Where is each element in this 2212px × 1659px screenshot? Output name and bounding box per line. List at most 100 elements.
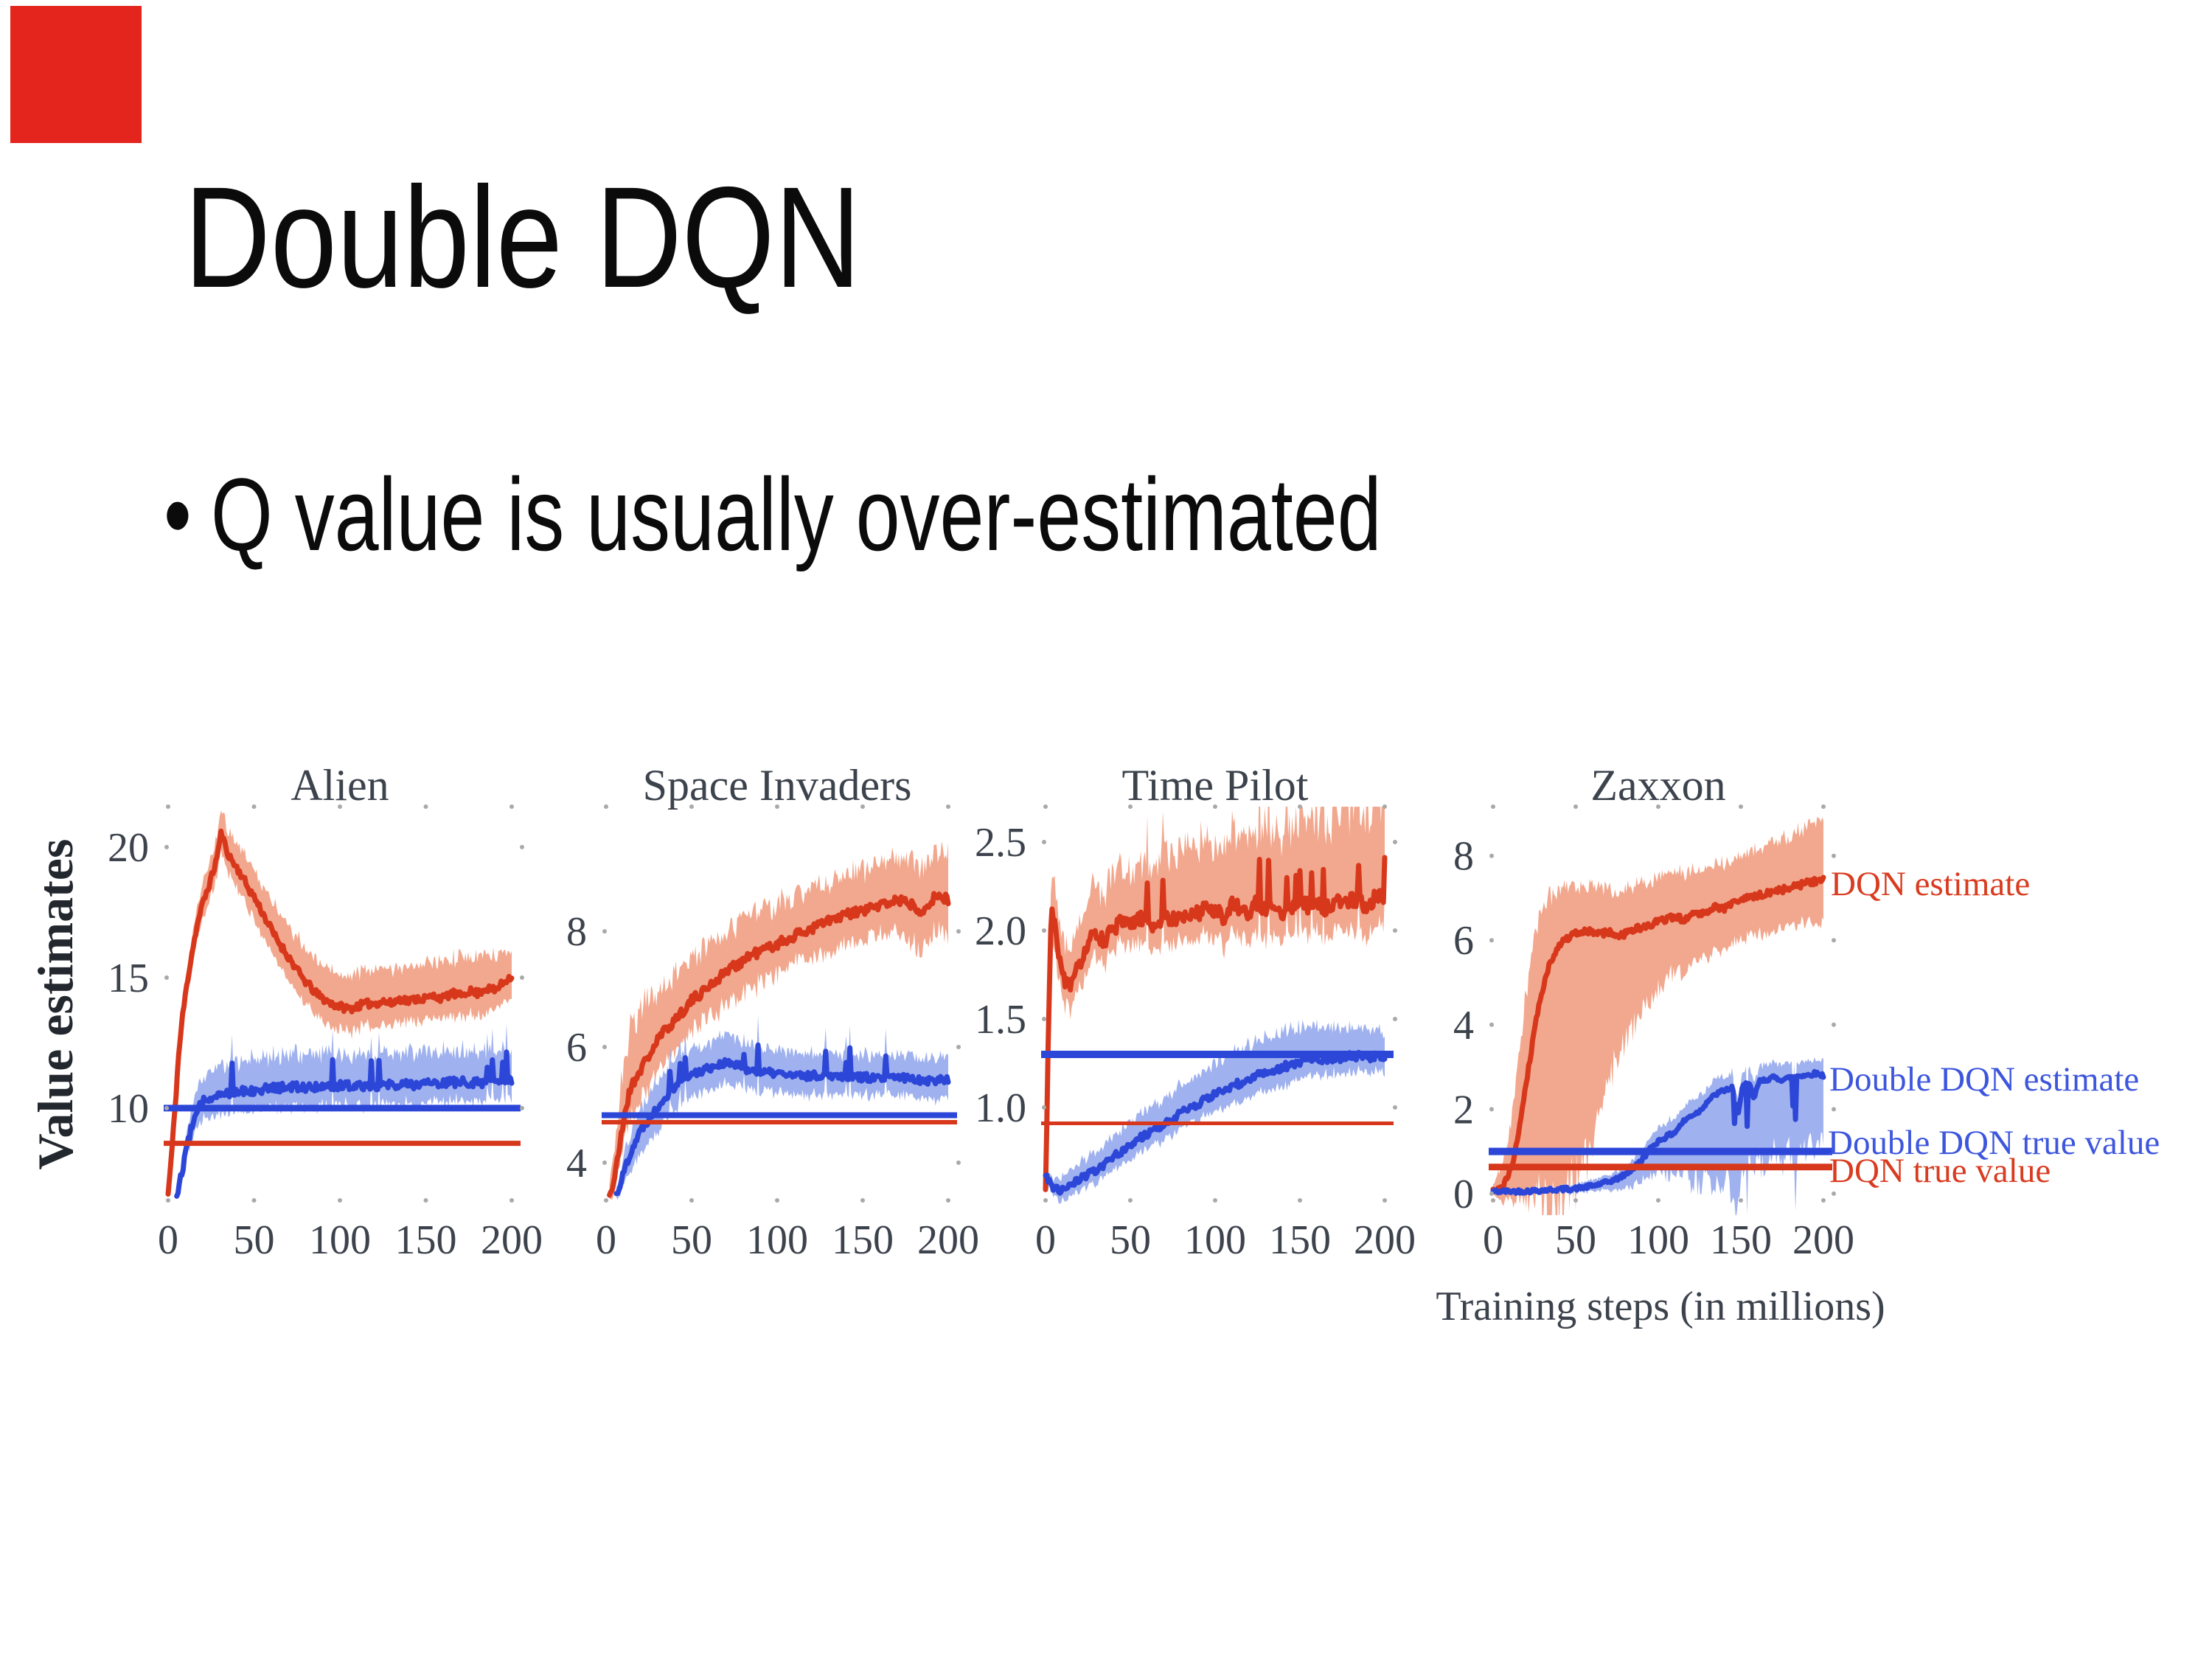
tick-dot: [509, 804, 514, 809]
zaxxon-ytick-label: 0: [1453, 1172, 1474, 1217]
space-invaders-xtick-label: 0: [596, 1217, 616, 1263]
tick-dot: [1832, 853, 1836, 858]
panel-title-alien: Alien: [291, 761, 389, 810]
tick-dot: [956, 1160, 961, 1165]
y-axis-label: Value estimates: [27, 839, 83, 1170]
panel-title-space-invaders: Space Invaders: [643, 761, 912, 810]
tick-dot: [164, 844, 169, 849]
alien-double-dqn-estimate-line: [174, 1049, 515, 1199]
time-pilot-dqn-estimate-line: [1043, 855, 1388, 1192]
time-pilot-xtick-label: 200: [1354, 1217, 1416, 1263]
tick-dot: [520, 975, 524, 980]
tick-dot: [1382, 804, 1387, 809]
tick-dot: [1128, 1198, 1133, 1203]
tick-dot: [860, 804, 865, 809]
panel-space-invaders-bands: [609, 841, 948, 1200]
tick-dot: [166, 1198, 170, 1203]
legend-double-dqn-estimate: Double DQN estimate: [1829, 1060, 2139, 1099]
time-pilot-ytick-label: 2.5: [975, 820, 1026, 866]
tick-dot: [1491, 1198, 1495, 1203]
alien-ytick-label: 10: [108, 1086, 149, 1132]
tick-dot: [689, 804, 694, 809]
tick-dot: [1489, 1022, 1494, 1027]
alien-xtick-label: 50: [234, 1217, 275, 1263]
tick-dot: [1821, 1198, 1826, 1203]
tick-dot: [1489, 853, 1494, 858]
tick-dot: [775, 1198, 779, 1203]
panel-alien-curves: [165, 828, 515, 1199]
bullet-text: Q value is usually over-estimated: [210, 456, 1382, 572]
panel-alien-ticks: [164, 804, 524, 1203]
alien-xtick-label: 150: [395, 1217, 457, 1263]
tick-dot: [1393, 839, 1397, 844]
time-pilot-ytick-label: 1.0: [975, 1085, 1026, 1131]
tick-dot: [520, 844, 524, 849]
zaxxon-xtick-label: 100: [1627, 1217, 1689, 1263]
time-pilot-ytick-label: 1.5: [975, 997, 1026, 1043]
tick-dot: [1832, 1107, 1836, 1112]
panel-zaxxon-ticks: [1489, 804, 1836, 1203]
tick-dot: [604, 1198, 608, 1203]
tick-dot: [1298, 1198, 1302, 1203]
tick-dot: [338, 1198, 342, 1203]
zaxxon-dqn-estimate-line: [1490, 874, 1826, 1194]
tick-dot: [164, 975, 169, 980]
tick-dot: [1832, 1022, 1836, 1027]
tick-dot: [1043, 804, 1048, 809]
panel-space-invaders-ticks: [602, 804, 961, 1203]
tick-dot: [1489, 938, 1494, 943]
space-invaders-xtick-label: 200: [917, 1217, 979, 1263]
space-invaders-dqn-estimate-line: [607, 891, 951, 1198]
tick-dot: [1393, 1105, 1397, 1110]
zaxxon-ytick-label: 4: [1453, 1003, 1474, 1048]
tick-dot: [1656, 1198, 1660, 1203]
tick-dot: [1042, 1105, 1046, 1110]
tick-dot: [604, 804, 608, 809]
tick-dot: [1491, 804, 1495, 809]
tick-dot: [1832, 938, 1836, 943]
space-invaders-xtick-label: 100: [746, 1217, 808, 1263]
tick-dot: [689, 1198, 694, 1203]
tick-dot: [946, 1198, 950, 1203]
tick-dot: [1298, 804, 1302, 809]
space-invaders-ytick-label: 4: [566, 1141, 587, 1186]
panel-zaxxon-curves: [1490, 874, 1826, 1196]
space-invaders-ytick-label: 6: [566, 1025, 587, 1071]
x-axis-label: Training steps (in millions): [1436, 1284, 1885, 1329]
tick-dot: [602, 1045, 607, 1049]
tick-dot: [1739, 1198, 1743, 1203]
tick-dot: [1656, 804, 1660, 809]
time-pilot-double-dqn-band: [1046, 1019, 1385, 1204]
panel-title-time-pilot: Time Pilot: [1122, 761, 1309, 810]
time-pilot-double-dqn-estimate-line: [1043, 1049, 1388, 1196]
time-pilot-ytick-label: 2.0: [975, 908, 1026, 954]
panel-space-invaders-curves: [607, 891, 951, 1198]
tick-dot: [1213, 1198, 1217, 1203]
alien-xtick-label: 100: [309, 1217, 371, 1263]
zaxxon-xtick-label: 0: [1483, 1217, 1503, 1263]
panel-title-zaxxon: Zaxxon: [1590, 761, 1725, 810]
tick-dot: [338, 804, 342, 809]
legend-dqn-estimate: DQN estimate: [1831, 865, 2030, 903]
tick-dot: [423, 1198, 428, 1203]
bullet-marker: •: [164, 456, 192, 572]
space-invaders-ytick-label: 8: [566, 909, 587, 955]
red-corner-marker: [10, 6, 142, 143]
tick-dot: [1573, 1198, 1578, 1203]
tick-dot: [860, 1198, 865, 1203]
tick-dot: [1128, 804, 1133, 809]
panel-time-pilot-ticks: [1042, 804, 1397, 1203]
legend-double-dqn-true-value: Double DQN true value: [1828, 1124, 2160, 1162]
tick-dot: [520, 1105, 524, 1110]
legend-dqn-true-value: DQN true value: [1829, 1152, 2051, 1190]
tick-dot: [251, 1198, 257, 1203]
panel-time-pilot-bands: [1046, 807, 1385, 1204]
zaxxon-xtick-label: 50: [1555, 1217, 1596, 1263]
tick-dot: [956, 1045, 961, 1049]
alien-double-dqn-band: [176, 1023, 512, 1200]
panel-time-pilot-curves: [1043, 855, 1388, 1196]
alien-dqn-estimate-line: [165, 828, 515, 1197]
tick-dot: [1382, 1198, 1387, 1203]
time-pilot-dqn-band: [1046, 807, 1385, 1197]
